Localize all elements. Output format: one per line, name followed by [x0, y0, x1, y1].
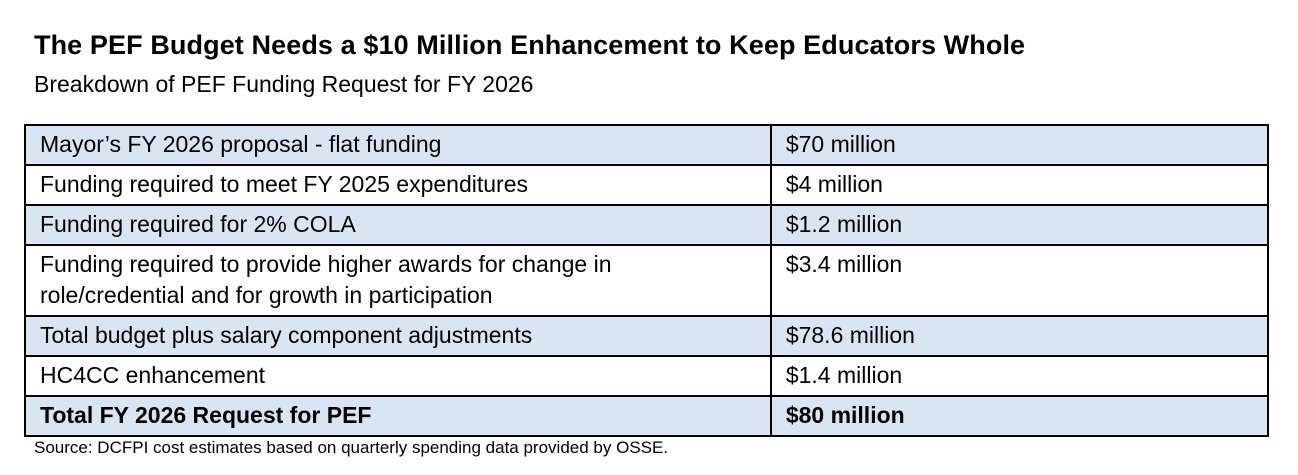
row-value: $4 million — [769, 164, 1270, 206]
source-note: Source: DCFPI cost estimates based on qu… — [34, 438, 669, 457]
chart-title: The PEF Budget Needs a $10 Million Enhan… — [34, 30, 1026, 60]
budget-table: Mayor’s FY 2026 proposal - flat funding … — [24, 124, 1270, 437]
table-row: Mayor’s FY 2026 proposal - flat funding … — [24, 124, 1270, 166]
total-label: Total FY 2026 Request for PEF — [24, 395, 772, 437]
table-row: Funding required for 2% COLA $1.2 millio… — [24, 204, 1270, 246]
row-label: Total budget plus salary component adjus… — [24, 315, 772, 357]
row-value: $78.6 million — [769, 315, 1270, 357]
row-label: HC4CC enhancement — [24, 355, 772, 397]
table-row: Funding required to meet FY 2025 expendi… — [24, 164, 1270, 206]
chart-subtitle: Breakdown of PEF Funding Request for FY … — [34, 71, 534, 97]
row-value: $70 million — [769, 124, 1270, 166]
row-label: Mayor’s FY 2026 proposal - flat funding — [24, 124, 772, 166]
row-label: Funding required to meet FY 2025 expendi… — [24, 164, 772, 206]
total-value: $80 million — [769, 395, 1270, 437]
table-row: Funding required to provide higher award… — [24, 244, 1270, 317]
row-value: $1.4 million — [769, 355, 1270, 397]
row-label: Funding required to provide higher award… — [24, 244, 772, 317]
row-value: $3.4 million — [769, 244, 1270, 317]
table-row-total: Total FY 2026 Request for PEF $80 millio… — [24, 395, 1270, 437]
table-row: Total budget plus salary component adjus… — [24, 315, 1270, 357]
table-row: HC4CC enhancement $1.4 million — [24, 355, 1270, 397]
row-label: Funding required for 2% COLA — [24, 204, 772, 246]
row-value: $1.2 million — [769, 204, 1270, 246]
